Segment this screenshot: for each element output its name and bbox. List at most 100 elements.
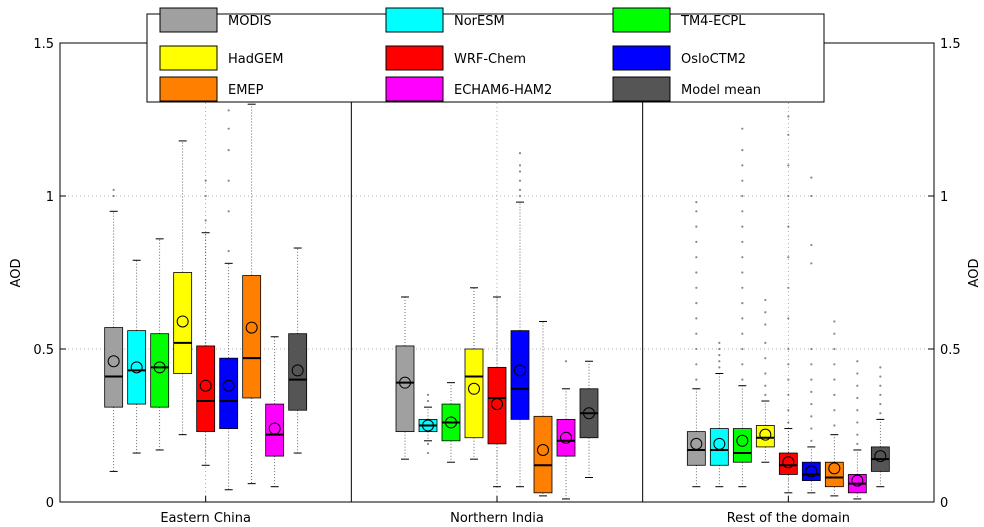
outlier-point — [787, 378, 790, 381]
mean-marker — [828, 462, 841, 475]
outlier-point — [879, 393, 882, 396]
outlier-point — [810, 194, 813, 198]
box-osloctm2 — [801, 176, 821, 494]
y-tick-label-left: 1 — [46, 190, 54, 205]
box-body — [242, 275, 262, 399]
outlier-point — [227, 109, 230, 112]
outlier-point — [741, 332, 744, 335]
box-body — [732, 428, 752, 463]
outlier-point — [518, 152, 522, 155]
legend-label: HadGEM — [228, 52, 284, 67]
outlier-point — [810, 427, 813, 430]
y-tick-label-left: 0 — [46, 496, 54, 511]
box-wrf-chem — [196, 179, 216, 466]
box-hadgem — [755, 298, 775, 463]
outlier-point — [227, 127, 230, 130]
outlier-point — [787, 409, 790, 412]
outlier-point — [741, 149, 744, 152]
outlier-point — [227, 149, 230, 152]
mean-marker — [736, 434, 749, 447]
mean-marker — [399, 376, 411, 389]
outlier-point — [741, 302, 744, 305]
outlier-point — [518, 188, 522, 191]
box-model-mean — [288, 247, 308, 454]
outlier-point — [810, 439, 813, 442]
outlier-point — [204, 194, 207, 198]
box-body — [824, 461, 844, 488]
x-tick-label: Rest of the domain — [727, 511, 850, 526]
box-modis — [686, 201, 706, 488]
legend-label: EMEP — [228, 83, 264, 98]
outlier-point — [856, 384, 859, 387]
outlier-point — [787, 194, 790, 198]
box-body — [196, 345, 216, 433]
outlier-point — [810, 243, 813, 247]
outlier-point — [695, 256, 698, 259]
y-tick-label-right: 0 — [940, 496, 948, 511]
outlier-point — [810, 390, 813, 393]
outlier-point — [518, 170, 522, 173]
box-model-mean — [870, 366, 890, 488]
box-wrf-chem — [778, 115, 798, 494]
outlier-point — [810, 347, 813, 351]
outlier-point — [787, 421, 790, 424]
axis-layer: 0 0 0.5 0.5 1 1 1.5 1.5 Eastern China Northern In… — [33, 37, 960, 526]
legend-label: MODIS — [228, 14, 272, 29]
outlier-point — [787, 363, 790, 366]
mean-marker — [468, 382, 480, 395]
legend-label: NorESM — [454, 14, 505, 29]
outlier-point — [718, 347, 721, 351]
outlier-point — [741, 347, 744, 351]
box-body — [533, 415, 553, 494]
outlier-point — [695, 225, 698, 228]
outlier-point — [741, 194, 744, 198]
mean-marker — [759, 428, 772, 441]
legend-swatch — [159, 7, 218, 33]
x-tick-label: Eastern China — [160, 511, 251, 526]
legend-swatch — [385, 45, 444, 71]
outlier-point — [856, 360, 859, 363]
mean-marker — [422, 419, 434, 432]
outlier-point — [856, 372, 859, 375]
outlier-point — [227, 249, 230, 253]
box-echam6-ham2 — [265, 336, 285, 488]
outlier-point — [227, 210, 230, 213]
box-modis — [395, 296, 415, 460]
outlier-point — [787, 115, 790, 118]
box-echam6-ham2 — [556, 360, 576, 500]
box-osloctm2 — [510, 152, 530, 488]
outlier-point — [833, 320, 836, 323]
outlier-point — [695, 302, 698, 305]
outlier-point — [856, 421, 859, 424]
outlier-point — [695, 378, 698, 381]
box-emep — [824, 320, 844, 497]
box-tm4-ecpl — [150, 238, 170, 451]
outlier-point — [764, 341, 767, 344]
outlier-point — [741, 210, 744, 213]
outlier-point — [227, 179, 230, 182]
mean-marker — [153, 361, 166, 374]
box-body — [709, 428, 729, 466]
box-noresm — [709, 341, 729, 488]
box-body — [288, 333, 308, 411]
outlier-point — [810, 378, 813, 381]
legend-box — [146, 13, 825, 103]
mean-marker — [560, 431, 572, 444]
outlier-point — [856, 442, 859, 445]
outlier-point — [426, 399, 430, 403]
outlier-point — [787, 286, 790, 289]
outlier-point — [879, 366, 882, 369]
box-body — [127, 330, 147, 405]
box-noresm — [127, 259, 147, 454]
outlier-point — [810, 402, 813, 406]
outlier-point — [833, 363, 836, 366]
box-noresm — [418, 393, 438, 455]
box-body — [487, 366, 507, 445]
box-hadgem — [173, 140, 193, 436]
outlier-point — [787, 164, 790, 167]
outlier-point — [787, 317, 790, 320]
outlier-point — [695, 201, 698, 204]
outlier-point — [695, 271, 698, 274]
mean-marker — [107, 355, 120, 368]
